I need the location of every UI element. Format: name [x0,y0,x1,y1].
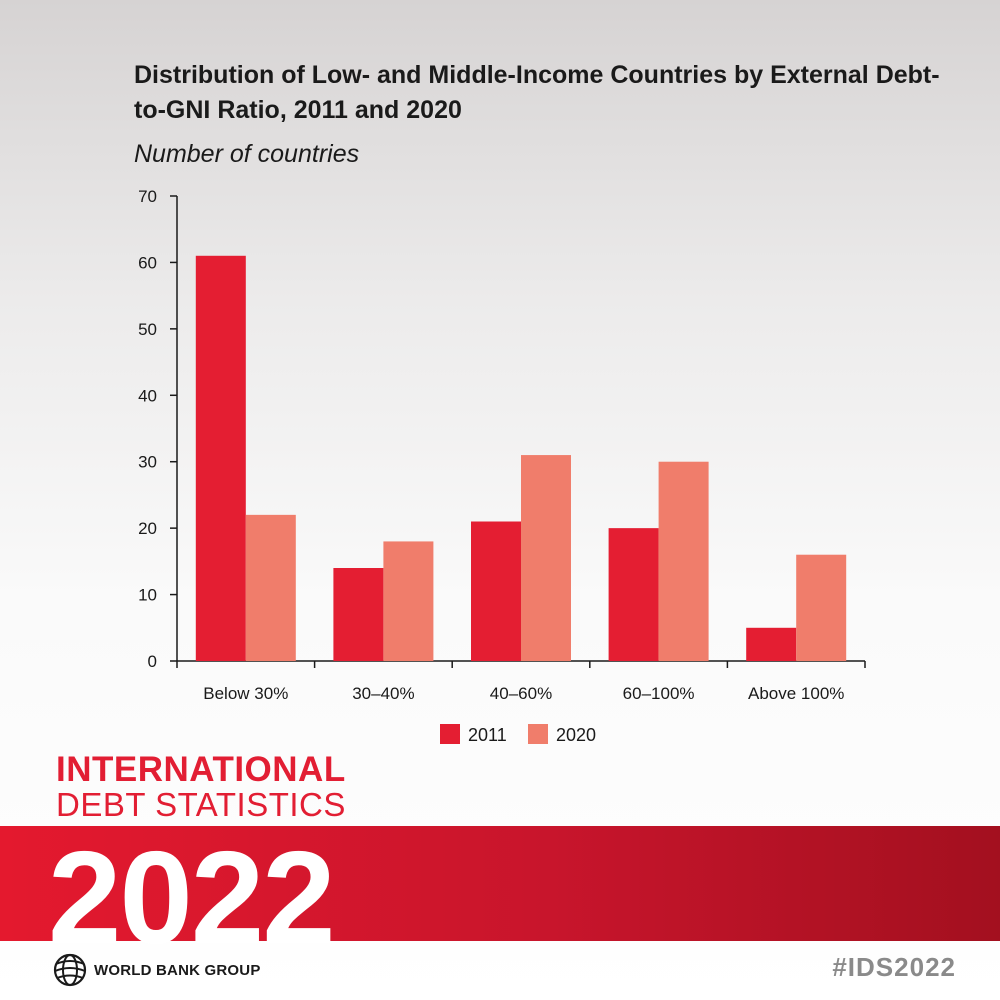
world-bank-logo: WORLD BANK GROUP [52,950,261,990]
legend-swatch-2011 [440,724,460,744]
bar-2011-3 [608,528,659,661]
bar-2011-4 [746,627,797,661]
y-tick-label: 20 [138,519,157,538]
chart-subtitle: Number of countries [134,140,360,168]
x-tick-label: Below 30% [203,684,288,703]
bar-2011-1 [333,568,384,661]
y-tick-label: 0 [148,652,157,671]
globe-icon [53,953,87,987]
legend-label-2020: 2020 [556,725,596,745]
y-tick-label: 50 [138,320,157,339]
bar-2020-2 [521,455,571,661]
x-tick-label: 40–60% [490,684,552,703]
legend-swatch-2020 [528,724,548,744]
year-banner [0,826,1000,941]
chart-title: Distribution of Low- and Middle-Income C… [134,61,940,124]
org-name: WORLD BANK GROUP [94,961,261,979]
x-tick-label: 30–40% [352,684,414,703]
bar-2020-3 [658,461,709,661]
bar-2020-0 [245,514,296,661]
y-tick-label: 70 [138,187,157,206]
edition-year: 2022 [48,824,336,971]
hashtag: #IDS2022 [832,952,956,982]
x-tick-label: Above 100% [748,684,844,703]
bar-chart: 0 10 20 30 40 50 60 70 Below 30% 30–40% 40–60% 60–1… [138,187,866,745]
bar-2011-0 [195,255,246,662]
y-tick-label: 60 [138,253,157,272]
bar-2011-2 [471,521,521,661]
bar-2020-4 [796,554,847,661]
x-tick-label: 60–100% [623,684,695,703]
brand-title-line1: INTERNATIONAL [56,750,346,789]
brand-title-line2: DEBT STATISTICS [56,786,346,823]
legend-label-2011: 2011 [468,725,507,745]
y-tick-label: 40 [138,386,157,405]
bar-2020-1 [383,541,434,661]
y-tick-label: 10 [138,586,157,605]
y-tick-label: 30 [138,453,157,472]
